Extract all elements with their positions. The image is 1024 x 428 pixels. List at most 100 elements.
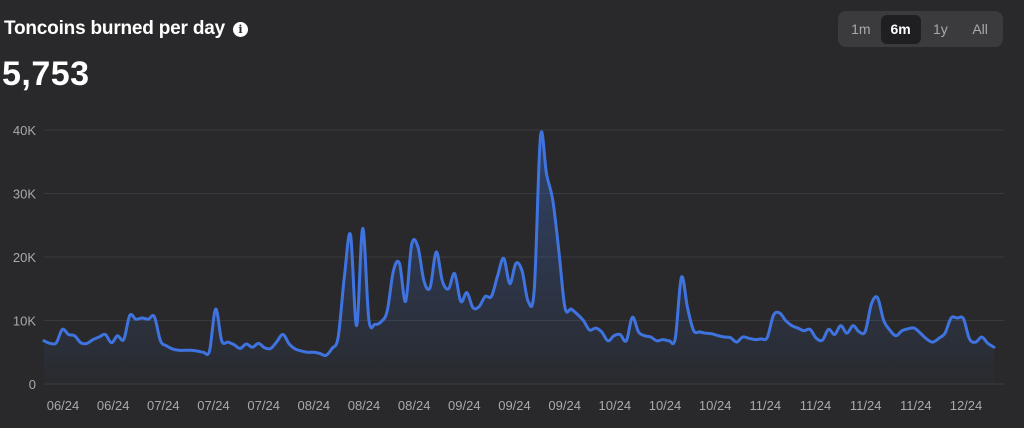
- data-point: [97, 335, 101, 339]
- current-value: 5,753: [2, 55, 90, 93]
- data-point: [612, 334, 616, 338]
- data-point: [986, 341, 990, 345]
- data-point: [888, 328, 892, 332]
- data-point: [539, 134, 543, 138]
- x-tick-label: 06/24: [97, 398, 130, 413]
- info-icon[interactable]: i: [232, 22, 248, 37]
- data-point: [857, 330, 861, 334]
- x-tick-label: 06/24: [47, 398, 80, 413]
- data-point: [747, 336, 751, 340]
- data-point: [649, 335, 653, 339]
- data-point: [183, 348, 187, 352]
- data-point: [581, 319, 585, 323]
- data-point: [318, 352, 322, 356]
- data-point: [281, 333, 285, 337]
- data-point: [912, 326, 916, 330]
- x-tick-label: 09/24: [448, 398, 481, 413]
- data-point: [692, 329, 696, 333]
- data-point: [367, 317, 371, 321]
- data-point: [686, 306, 690, 310]
- y-tick-label: 0: [29, 377, 36, 392]
- data-point: [545, 173, 549, 177]
- data-point: [152, 315, 156, 319]
- data-point: [373, 322, 377, 326]
- data-point: [379, 320, 383, 324]
- data-point: [722, 335, 726, 339]
- data-point: [667, 339, 671, 343]
- data-point: [177, 348, 181, 352]
- data-point: [814, 336, 818, 340]
- data-point: [312, 350, 316, 354]
- data-point: [937, 336, 941, 340]
- range-selector: 1m 6m 1y All: [838, 11, 1003, 47]
- data-point: [336, 335, 340, 339]
- data-point: [342, 275, 346, 279]
- data-point: [563, 306, 567, 310]
- data-point: [931, 340, 935, 344]
- data-point: [643, 334, 647, 338]
- data-point: [851, 324, 855, 328]
- data-point: [955, 316, 959, 320]
- data-point: [704, 331, 708, 335]
- data-point: [765, 336, 769, 340]
- data-point: [771, 313, 775, 317]
- data-point: [894, 334, 898, 338]
- data-point: [716, 334, 720, 338]
- data-point: [790, 324, 794, 328]
- data-point: [422, 279, 426, 283]
- series-line: [42, 130, 996, 358]
- chart-header: Toncoins burned per day i: [4, 18, 248, 40]
- data-point: [214, 307, 218, 311]
- data-point: [679, 275, 683, 279]
- x-tick-label: 10/24: [699, 398, 732, 413]
- data-point: [869, 302, 873, 306]
- range-tab-1y[interactable]: 1y: [932, 21, 948, 37]
- data-point: [60, 327, 64, 331]
- x-tick-label: 09/24: [498, 398, 531, 413]
- data-point: [876, 296, 880, 300]
- x-tick-label: 11/24: [900, 398, 932, 413]
- data-point: [845, 331, 849, 335]
- data-point: [42, 339, 46, 343]
- data-point: [827, 327, 831, 331]
- range-tab-6m[interactable]: 6m: [880, 14, 921, 44]
- data-point: [532, 287, 536, 291]
- x-tick-label: 11/24: [800, 398, 832, 413]
- data-point: [140, 316, 144, 320]
- x-tick-label: 11/24: [850, 398, 882, 413]
- data-point: [753, 338, 757, 342]
- data-point: [165, 344, 169, 348]
- data-point: [299, 349, 303, 353]
- data-point: [428, 286, 432, 290]
- data-point: [109, 341, 113, 345]
- x-tick-label: 11/24: [750, 398, 782, 413]
- data-point: [263, 346, 267, 350]
- data-point: [808, 327, 812, 331]
- data-point: [925, 337, 929, 341]
- data-point: [244, 342, 248, 346]
- data-point: [784, 319, 788, 323]
- data-point: [91, 338, 95, 342]
- data-point: [698, 330, 702, 334]
- data-point: [128, 313, 132, 317]
- area-fill: [44, 131, 994, 384]
- data-point: [349, 233, 353, 237]
- data-point: [514, 261, 518, 265]
- data-point: [189, 348, 193, 352]
- data-point: [863, 329, 867, 333]
- data-point: [820, 338, 824, 342]
- data-point: [551, 198, 555, 202]
- y-tick-label: 40K: [13, 123, 36, 138]
- data-point: [67, 333, 71, 337]
- x-tick-label: 07/24: [247, 398, 280, 413]
- y-tick-label: 10K: [13, 314, 36, 329]
- range-tab-1m[interactable]: 1m: [851, 21, 871, 37]
- data-point: [974, 340, 978, 344]
- data-point: [171, 347, 175, 351]
- data-point: [434, 250, 438, 254]
- data-point: [471, 306, 475, 310]
- data-point: [569, 307, 573, 311]
- y-tick-label: 30K: [13, 187, 36, 202]
- data-point: [48, 341, 52, 345]
- range-tab-all[interactable]: All: [972, 21, 988, 37]
